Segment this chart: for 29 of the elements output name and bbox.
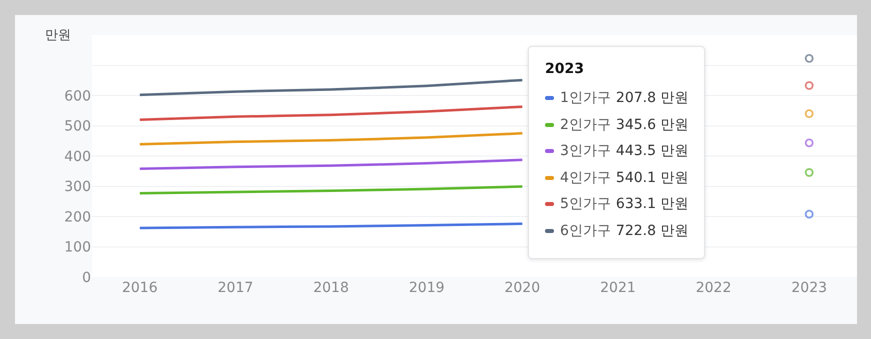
x-tick-label: 2020 bbox=[504, 280, 540, 296]
x-tick-label: 2021 bbox=[600, 280, 636, 296]
annotation: 443.5 만원 bbox=[616, 143, 688, 159]
annotation: 722.8 만원 bbox=[616, 222, 688, 238]
annotation: 345.6 만원 bbox=[616, 116, 688, 132]
x-tick-label: 2016 bbox=[122, 280, 158, 296]
legend-label: 6인가구 bbox=[560, 222, 611, 238]
x-tick-label: 2018 bbox=[313, 280, 349, 296]
x-tick-label: 2023 bbox=[791, 280, 828, 296]
y-axis-title: 만원 bbox=[45, 28, 71, 43]
legend-label: 1인가구 bbox=[560, 90, 611, 106]
annotation: 540.1 만원 bbox=[616, 170, 688, 186]
legend-title: 2023 bbox=[545, 61, 585, 77]
y-tick-label: 400 bbox=[64, 148, 91, 165]
y-tick-label: 100 bbox=[64, 240, 91, 256]
y-tick-label: 300 bbox=[64, 179, 91, 196]
y-tick-label: 200 bbox=[64, 209, 91, 226]
legend-label: 3인가구 bbox=[560, 143, 611, 159]
legend-label: 4인가구 bbox=[560, 170, 611, 186]
legend-label: 5인가구 bbox=[560, 196, 611, 212]
annotation: 207.8 만원 bbox=[616, 90, 688, 106]
legend-label: 2인가구 bbox=[560, 116, 611, 132]
x-tick-label: 2019 bbox=[408, 280, 445, 296]
annotation: 633.1 만원 bbox=[616, 196, 688, 212]
y-tick-label: 500 bbox=[64, 118, 91, 135]
y-tick-label: 600 bbox=[64, 88, 91, 104]
y-tick-label: 0 bbox=[82, 270, 91, 286]
x-tick-label: 2017 bbox=[218, 280, 254, 296]
x-tick-label: 2022 bbox=[696, 280, 732, 296]
